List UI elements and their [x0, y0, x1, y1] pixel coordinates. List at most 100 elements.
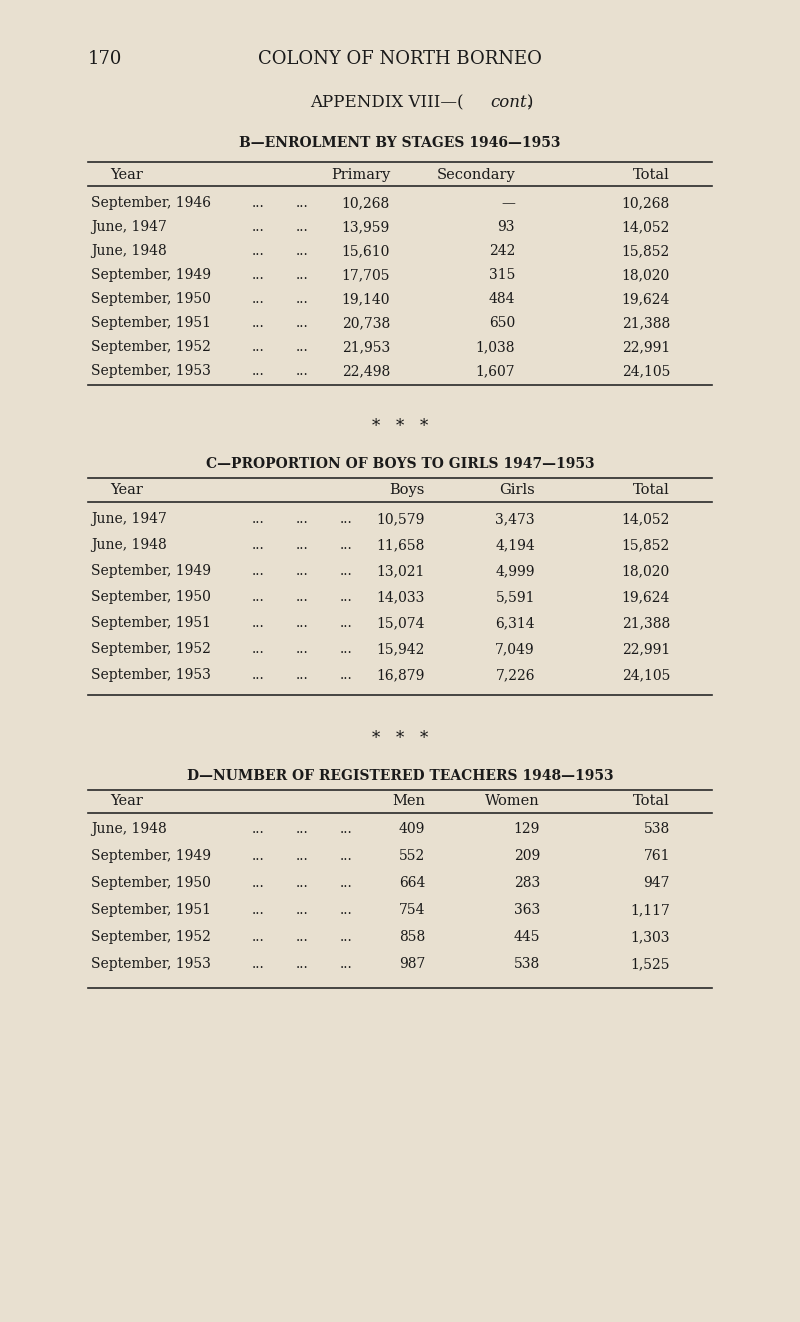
Text: ...: ...: [340, 929, 352, 944]
Text: 10,579: 10,579: [377, 512, 425, 526]
Text: ...: ...: [340, 590, 352, 604]
Text: June, 1948: June, 1948: [91, 822, 166, 836]
Text: 14,052: 14,052: [622, 219, 670, 234]
Text: 93: 93: [498, 219, 515, 234]
Text: 664: 664: [398, 876, 425, 890]
Text: 3,473: 3,473: [495, 512, 535, 526]
Text: 22,991: 22,991: [622, 642, 670, 656]
Text: 15,610: 15,610: [342, 245, 390, 258]
Text: ...: ...: [296, 822, 308, 836]
Text: 24,105: 24,105: [622, 364, 670, 378]
Text: 538: 538: [644, 822, 670, 836]
Text: Total: Total: [634, 168, 670, 182]
Text: ...: ...: [296, 340, 308, 354]
Text: September, 1952: September, 1952: [91, 340, 211, 354]
Text: ...: ...: [296, 668, 308, 682]
Text: 19,624: 19,624: [622, 292, 670, 305]
Text: 209: 209: [514, 849, 540, 863]
Text: ...: ...: [296, 268, 308, 282]
Text: 858: 858: [398, 929, 425, 944]
Text: 14,033: 14,033: [377, 590, 425, 604]
Text: 363: 363: [514, 903, 540, 917]
Text: Year: Year: [110, 483, 143, 497]
Text: ...: ...: [252, 590, 264, 604]
Text: 947: 947: [643, 876, 670, 890]
Text: Total: Total: [634, 795, 670, 808]
Text: ...: ...: [252, 538, 264, 553]
Text: ): ): [527, 94, 534, 111]
Text: ...: ...: [296, 245, 308, 258]
Text: 10,268: 10,268: [622, 196, 670, 210]
Text: 18,020: 18,020: [622, 268, 670, 282]
Text: 19,624: 19,624: [622, 590, 670, 604]
Text: 315: 315: [489, 268, 515, 282]
Text: ...: ...: [340, 876, 352, 890]
Text: ...: ...: [296, 903, 308, 917]
Text: Primary: Primary: [330, 168, 390, 182]
Text: ...: ...: [252, 564, 264, 578]
Text: ...: ...: [340, 564, 352, 578]
Text: 4,194: 4,194: [495, 538, 535, 553]
Text: 16,879: 16,879: [377, 668, 425, 682]
Text: 6,314: 6,314: [495, 616, 535, 631]
Text: ...: ...: [252, 316, 264, 330]
Text: ...: ...: [340, 822, 352, 836]
Text: September, 1952: September, 1952: [91, 642, 211, 656]
Text: ...: ...: [252, 642, 264, 656]
Text: ...: ...: [252, 668, 264, 682]
Text: 21,388: 21,388: [622, 316, 670, 330]
Text: 170: 170: [88, 50, 122, 67]
Text: ...: ...: [252, 292, 264, 305]
Text: 538: 538: [514, 957, 540, 970]
Text: 20,738: 20,738: [342, 316, 390, 330]
Text: ...: ...: [252, 268, 264, 282]
Text: 21,953: 21,953: [342, 340, 390, 354]
Text: ...: ...: [296, 219, 308, 234]
Text: D—NUMBER OF REGISTERED TEACHERS 1948—1953: D—NUMBER OF REGISTERED TEACHERS 1948—195…: [186, 769, 614, 783]
Text: 283: 283: [514, 876, 540, 890]
Text: ...: ...: [340, 957, 352, 970]
Text: June, 1947: June, 1947: [91, 512, 167, 526]
Text: September, 1951: September, 1951: [91, 903, 211, 917]
Text: September, 1952: September, 1952: [91, 929, 211, 944]
Text: ...: ...: [296, 616, 308, 631]
Text: 18,020: 18,020: [622, 564, 670, 578]
Text: ...: ...: [252, 245, 264, 258]
Text: September, 1951: September, 1951: [91, 316, 211, 330]
Text: ...: ...: [296, 876, 308, 890]
Text: Year: Year: [110, 795, 143, 808]
Text: Year: Year: [110, 168, 143, 182]
Text: 4,999: 4,999: [495, 564, 535, 578]
Text: ...: ...: [252, 903, 264, 917]
Text: ...: ...: [252, 957, 264, 970]
Text: June, 1947: June, 1947: [91, 219, 167, 234]
Text: ...: ...: [252, 219, 264, 234]
Text: 1,038: 1,038: [475, 340, 515, 354]
Text: 14,052: 14,052: [622, 512, 670, 526]
Text: ...: ...: [252, 849, 264, 863]
Text: September, 1950: September, 1950: [91, 292, 211, 305]
Text: 7,049: 7,049: [495, 642, 535, 656]
Text: 129: 129: [514, 822, 540, 836]
Text: June, 1948: June, 1948: [91, 245, 166, 258]
Text: Girls: Girls: [499, 483, 535, 497]
Text: cont.: cont.: [490, 94, 532, 111]
Text: 22,498: 22,498: [342, 364, 390, 378]
Text: September, 1950: September, 1950: [91, 876, 211, 890]
Text: Total: Total: [634, 483, 670, 497]
Text: 15,074: 15,074: [377, 616, 425, 631]
Text: ...: ...: [252, 616, 264, 631]
Text: Men: Men: [392, 795, 425, 808]
Text: ...: ...: [340, 512, 352, 526]
Text: ...: ...: [252, 196, 264, 210]
Text: 484: 484: [489, 292, 515, 305]
Text: ...: ...: [296, 292, 308, 305]
Text: 1,303: 1,303: [630, 929, 670, 944]
Text: 19,140: 19,140: [342, 292, 390, 305]
Text: B—ENROLMENT BY STAGES 1946—1953: B—ENROLMENT BY STAGES 1946—1953: [239, 136, 561, 149]
Text: APPENDIX VIII—(: APPENDIX VIII—(: [310, 94, 463, 111]
Text: ...: ...: [296, 849, 308, 863]
Text: ...: ...: [296, 364, 308, 378]
Text: September, 1953: September, 1953: [91, 668, 211, 682]
Text: September, 1951: September, 1951: [91, 616, 211, 631]
